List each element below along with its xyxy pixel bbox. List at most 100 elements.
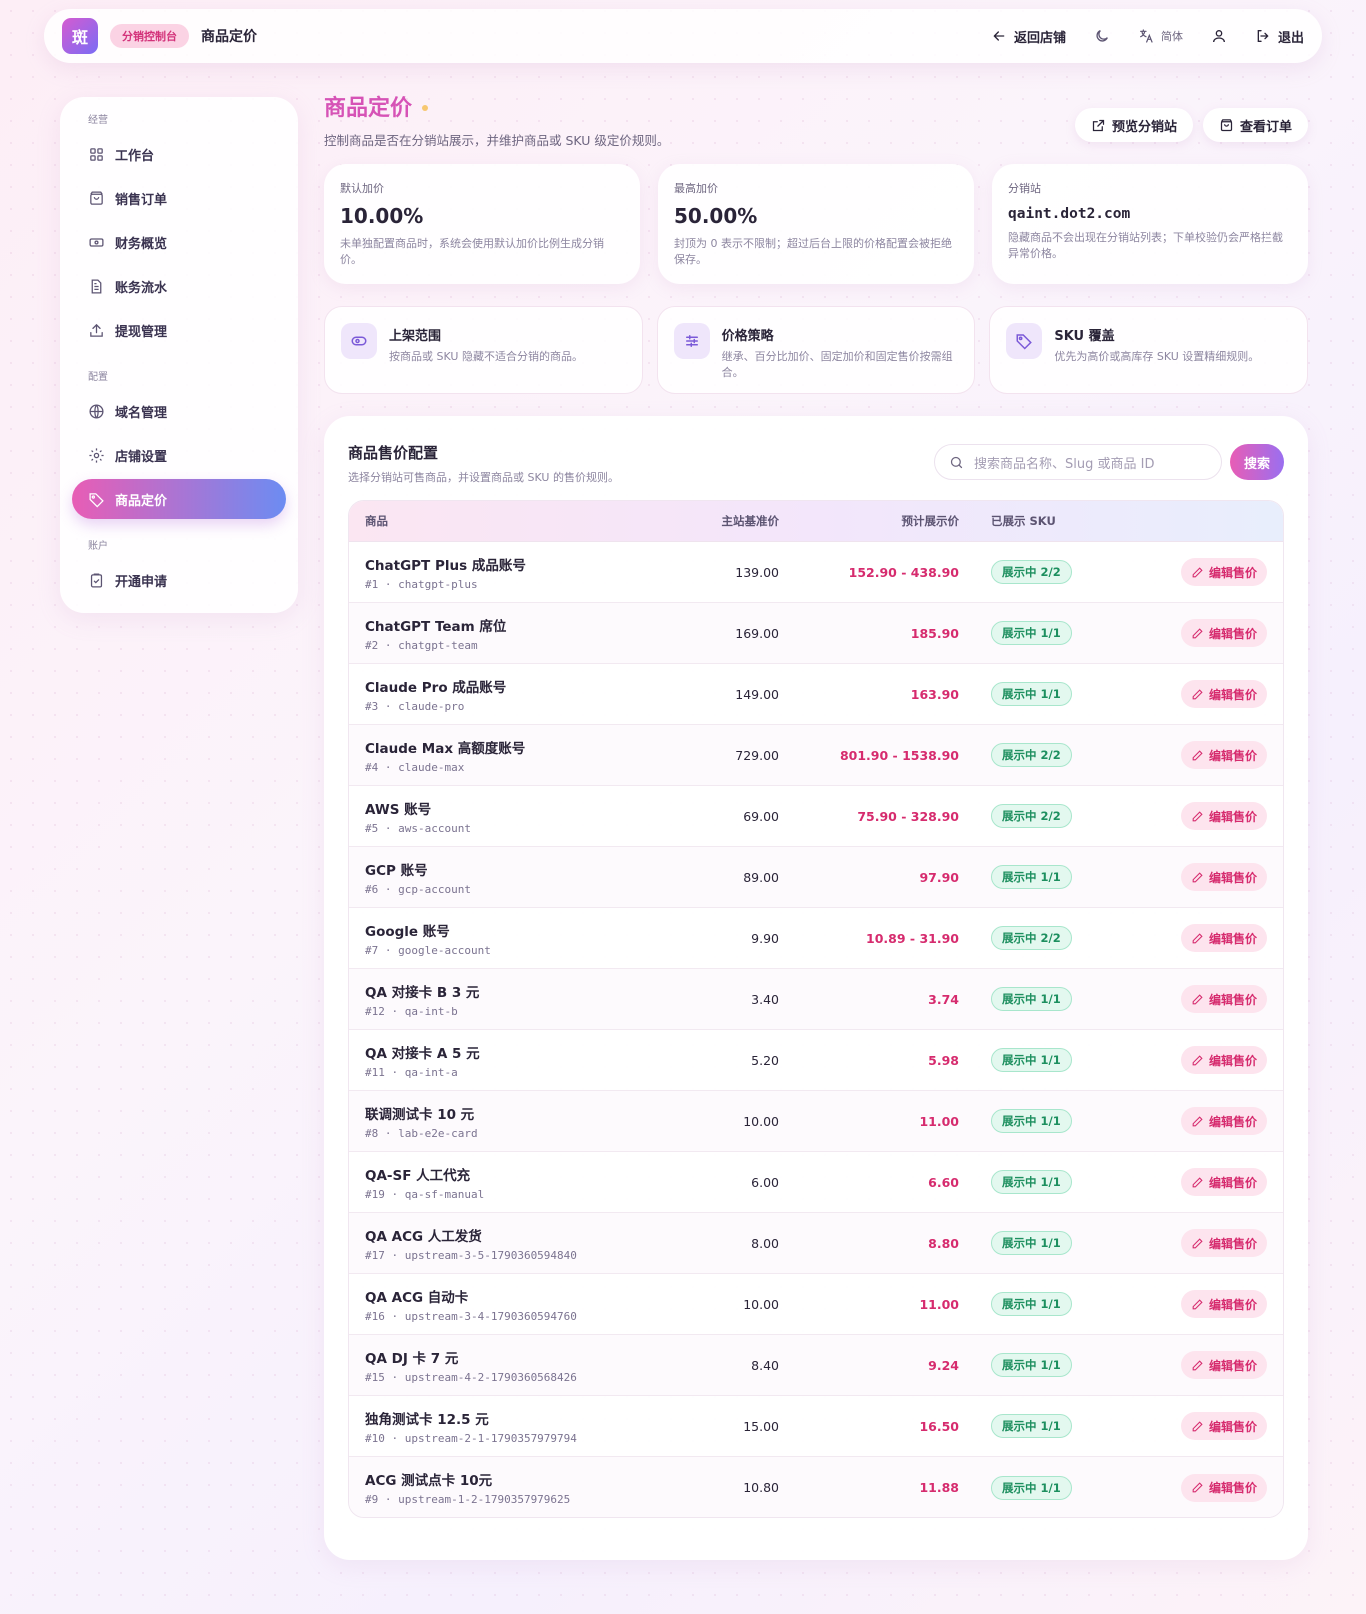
- app-logo[interactable]: 斑: [62, 18, 98, 54]
- table-row: QA 对接卡 A 5 元 #11 · qa-int-a 5.20 5.98 展示中 1/…: [349, 1030, 1283, 1091]
- edit-price-button[interactable]: 编辑售价: [1180, 863, 1267, 891]
- base-price: 169.00: [735, 625, 779, 641]
- base-price: 139.00: [735, 564, 779, 580]
- edit-price-button[interactable]: 编辑售价: [1180, 680, 1267, 708]
- base-price: 8.40: [751, 1357, 779, 1373]
- pencil-icon: [1192, 1054, 1203, 1065]
- product-meta: #11 · qa-int-a: [365, 1065, 458, 1079]
- table-row: ChatGPT Team 席位 #2 · chatgpt-team 169.00 18…: [349, 603, 1283, 664]
- pencil-icon: [1192, 871, 1203, 882]
- display-price: 9.24: [928, 1357, 959, 1373]
- product-cell: GCP 账号 #6 · gcp-account: [349, 859, 669, 896]
- sparkle-icon: [422, 105, 429, 111]
- sidebar-item-dashboard[interactable]: 工作台: [72, 134, 286, 174]
- sidebar-section-label: 账户: [88, 541, 108, 552]
- sidebar-item-activation-request[interactable]: 开通申请: [72, 560, 286, 600]
- product-name: QA ACG 自动卡: [365, 1289, 469, 1306]
- base-price: 729.00: [735, 747, 779, 763]
- base-price: 69.00: [743, 808, 779, 824]
- logout-button[interactable]: 退出: [1255, 27, 1304, 46]
- display-price: 6.60: [928, 1174, 959, 1190]
- product-cell: QA 对接卡 B 3 元 #12 · qa-int-b: [349, 981, 669, 1018]
- sidebar-item-store-settings[interactable]: 店铺设置: [72, 435, 286, 475]
- sidebar-section-label: 配置: [88, 372, 108, 383]
- edit-price-button[interactable]: 编辑售价: [1180, 1107, 1267, 1135]
- edit-price-button[interactable]: 编辑售价: [1180, 558, 1267, 586]
- sidebar-item-withdrawals[interactable]: 提现管理: [72, 310, 286, 350]
- product-meta: #5 · aws-account: [365, 821, 471, 835]
- edit-price-button[interactable]: 编辑售价: [1180, 1046, 1267, 1074]
- product-cell: ACG 测试点卡 10元 #9 · upstream-1-2-1790357979…: [349, 1469, 669, 1506]
- sidebar-item-sales-orders[interactable]: 销售订单: [72, 178, 286, 218]
- console-badge: 分销控制台: [110, 24, 189, 48]
- product-cell: AWS 账号 #5 · aws-account: [349, 798, 669, 835]
- edit-price-button[interactable]: 编辑售价: [1180, 802, 1267, 830]
- product-name: QA-SF 人工代充: [365, 1167, 471, 1184]
- product-meta: #19 · qa-sf-manual: [365, 1187, 485, 1201]
- sku-status-badge: 展示中 1/1: [991, 621, 1072, 645]
- table-row: ACG 测试点卡 10元 #9 · upstream-1-2-1790357979…: [349, 1457, 1283, 1517]
- product-meta: #16 · upstream-3-4-1790360594760: [365, 1309, 577, 1323]
- edit-price-button[interactable]: 编辑售价: [1180, 741, 1267, 769]
- product-name: Claude Pro 成品账号: [365, 679, 507, 696]
- product-name: AWS 账号: [365, 801, 432, 818]
- edit-price-button[interactable]: 编辑售价: [1180, 1168, 1267, 1196]
- base-price: 9.90: [751, 930, 779, 946]
- feature-card-sku-coverage: SKU 覆盖 优先为高价或高库存 SKU 设置精细规则。: [989, 306, 1309, 394]
- display-price: 75.90 - 328.90: [857, 808, 959, 824]
- edit-price-button[interactable]: 编辑售价: [1180, 1351, 1267, 1379]
- product-name: QA 对接卡 B 3 元: [365, 984, 480, 1001]
- product-name: ChatGPT Plus 成品账号: [365, 557, 526, 574]
- stat-card-default-markup: 默认加价 10.00% 未单独配置商品时，系统会使用默认加价比例生成分销价。: [324, 164, 640, 284]
- feature-card-listing-scope: 上架范围 按商品或 SKU 隐藏不适合分销的商品。: [324, 306, 643, 394]
- display-price: 152.90 - 438.90: [848, 564, 959, 580]
- sku-status-badge: 展示中 1/1: [991, 1475, 1072, 1500]
- product-meta: #9 · upstream-1-2-1790357979625: [365, 1493, 571, 1506]
- product-meta: #7 · google-account: [365, 943, 491, 957]
- search-button[interactable]: 搜索: [1229, 444, 1284, 480]
- sidebar-item-ledger[interactable]: 账务流水: [72, 266, 286, 306]
- globe-icon: [89, 403, 104, 419]
- preview-site-button[interactable]: 预览分销站: [1074, 108, 1193, 142]
- view-orders-button[interactable]: 查看订单: [1202, 108, 1308, 142]
- base-price: 5.20: [751, 1052, 779, 1068]
- back-to-store-button[interactable]: 返回店铺: [991, 27, 1066, 46]
- search-input[interactable]: 搜索商品名称、Slug 或商品 ID: [933, 444, 1222, 480]
- edit-price-button[interactable]: 编辑售价: [1180, 1290, 1267, 1318]
- sku-status-badge: 展示中 1/1: [991, 1048, 1072, 1072]
- sliders-icon: [685, 335, 698, 347]
- table-row: QA-SF 人工代充 #19 · qa-sf-manual 6.00 6.60 展示中 …: [349, 1152, 1283, 1213]
- display-price: 97.90: [919, 869, 959, 885]
- pencil-icon: [1192, 810, 1203, 821]
- pricing-panel: 商品售价配置 选择分销站可售商品，并设置商品或 SKU 的售价规则。 搜索商品名…: [324, 416, 1308, 1560]
- column-header: 商品: [365, 514, 388, 528]
- edit-price-button[interactable]: 编辑售价: [1180, 1412, 1267, 1440]
- logout-icon: [1257, 30, 1269, 42]
- theme-toggle-button[interactable]: [1094, 28, 1110, 44]
- edit-price-button[interactable]: 编辑售价: [1180, 1229, 1267, 1257]
- sidebar: 经营 工作台 销售订单 财务概览 账务流水 提现管理 配置 域名管理 店铺设置 …: [60, 97, 298, 613]
- product-name: QA ACG 人工发货: [365, 1228, 482, 1245]
- user-profile-button[interactable]: [1211, 28, 1227, 44]
- sidebar-item-product-pricing[interactable]: 商品定价: [72, 479, 286, 519]
- table-row: QA ACG 人工发货 #17 · upstream-3-5-1790360594…: [349, 1213, 1283, 1274]
- edit-price-button[interactable]: 编辑售价: [1180, 1473, 1267, 1502]
- sku-status-badge: 展示中 2/2: [991, 926, 1072, 950]
- language-switch[interactable]: 简体: [1138, 28, 1183, 44]
- column-header: 预计展示价: [901, 514, 960, 528]
- edit-price-button[interactable]: 编辑售价: [1180, 985, 1267, 1013]
- table-row: QA DJ 卡 7 元 #15 · upstream-4-2-1790360568…: [349, 1335, 1283, 1396]
- display-price: 8.80: [928, 1235, 959, 1251]
- pencil-icon: [1192, 688, 1203, 699]
- product-meta: #3 · claude-pro: [365, 699, 465, 713]
- sidebar-item-domains[interactable]: 域名管理: [72, 391, 286, 431]
- clipboard-check-icon: [90, 572, 103, 588]
- sidebar-item-finance-overview[interactable]: 财务概览: [72, 222, 286, 262]
- table-row: QA ACG 自动卡 #16 · upstream-3-4-17903605947…: [349, 1274, 1283, 1335]
- feature-cards: 上架范围 按商品或 SKU 隐藏不适合分销的商品。 价格策略 继承、百分比加价、…: [324, 306, 1309, 394]
- edit-price-button[interactable]: 编辑售价: [1180, 924, 1267, 952]
- edit-price-button[interactable]: 编辑售价: [1180, 619, 1267, 647]
- gear-icon: [89, 447, 104, 463]
- pencil-icon: [1192, 1359, 1203, 1370]
- display-price: 3.74: [928, 991, 959, 1007]
